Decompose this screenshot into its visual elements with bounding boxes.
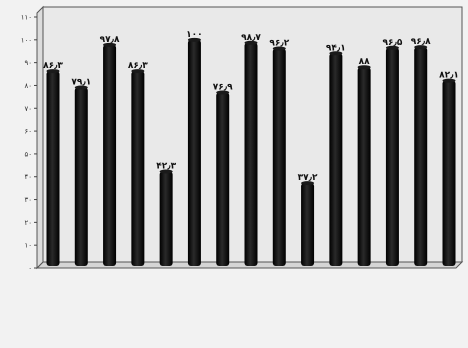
bar-top [357, 65, 371, 70]
y-tick-label: ۱۱۰ [21, 14, 32, 22]
bar-top [329, 51, 343, 56]
data-labels: ۸۶٫۳ ۷۹٫۱ ۹۷٫۸ ۸۶٫۳ ۴۲٫۳ ۱۰۰ ۷۶٫۹ ۹۸٫۷ ۹۶٫۲ ۳۷٫۲ ۹… [43, 30, 459, 183]
y-tick-label: ۳۰ [24, 196, 32, 204]
bar-value-label: ۹۶٫۲ [269, 38, 289, 48]
y-tick-label: ۰ [28, 265, 32, 273]
bar [272, 48, 286, 266]
bar [385, 47, 399, 266]
bar [329, 53, 343, 266]
y-tick-label: ۱۰۰ [21, 36, 32, 44]
bar-top [442, 78, 456, 83]
y-tick-label: ۵۰ [24, 150, 32, 158]
bar [74, 87, 88, 266]
bar-value-label: ۱۰۰ [186, 30, 202, 40]
bar-top [272, 46, 286, 51]
bar [159, 171, 173, 266]
bar-top [244, 40, 258, 45]
bar [357, 67, 371, 266]
bar-top [385, 45, 399, 50]
bar-top [301, 181, 315, 186]
bar-value-label: ۸۸ [359, 57, 370, 67]
bar-value-label: ۸۲٫۱ [439, 71, 459, 81]
bar-top [131, 69, 145, 74]
bar-top [74, 85, 88, 90]
bar [244, 42, 258, 266]
bar [216, 92, 230, 266]
bar [131, 71, 145, 266]
bar-value-label: ۹۸٫۷ [241, 33, 261, 43]
y-tick-label: ۱۰ [24, 242, 32, 250]
bar-value-label: ۹۴٫۱ [326, 43, 346, 53]
bar-value-label: ۷۹٫۱ [71, 78, 91, 88]
bar-top [414, 45, 428, 50]
bar-value-label: ۹۶٫۵ [383, 38, 403, 48]
bar-value-label: ۷۶٫۹ [213, 83, 233, 93]
bar-value-label: ۹۷٫۸ [100, 35, 120, 45]
y-tick-label: ۷۰ [24, 105, 32, 113]
side-wall [36, 5, 44, 270]
bar [442, 80, 456, 267]
bar-top [46, 69, 60, 74]
y-tick-label: ۸۰ [24, 82, 32, 90]
bar-value-label: ۴۲٫۳ [156, 161, 176, 171]
bar-top [216, 90, 230, 95]
bar [414, 47, 428, 267]
bar [187, 39, 201, 267]
bar-top [159, 169, 173, 174]
y-axis: ۰ ۱۰ ۲۰ ۳۰ ۴۰ ۵۰ ۶۰ ۷۰ ۸۰ ۹۰ ۱۰۰ ۱۱۰ [21, 14, 37, 273]
bar [301, 183, 315, 266]
y-tick-label: ۲۰ [24, 219, 32, 227]
bar-value-label: ۸۶٫۳ [128, 61, 148, 71]
bar-value-label: ۹۶٫۸ [411, 37, 431, 47]
bar-value-label: ۳۷٫۲ [298, 173, 318, 183]
bar-top [187, 37, 201, 42]
bar-value-label: ۸۶٫۳ [43, 61, 63, 71]
y-tick-label: ۶۰ [24, 128, 32, 136]
bar [103, 44, 117, 266]
y-tick-label: ۹۰ [24, 59, 32, 67]
y-tick-label: ۴۰ [24, 173, 32, 181]
bar-top [103, 42, 117, 47]
bars [46, 37, 456, 267]
bar [46, 71, 60, 266]
